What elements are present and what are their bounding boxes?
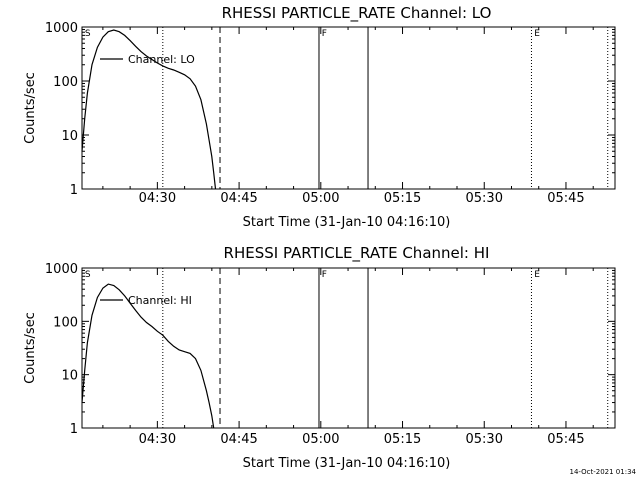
x-tick-label: 04:30 (139, 432, 176, 447)
x-tick-label: 04:30 (139, 191, 176, 206)
x-axis-label: Start Time (31-Jan-10 04:16:10) (243, 215, 451, 230)
x-tick-label: 05:15 (384, 191, 421, 206)
flag-label: F (322, 270, 327, 280)
chart-title: RHESSI PARTICLE_RATE Channel: HI (224, 244, 490, 263)
plot-frame (81, 26, 616, 190)
flag-label: S (85, 29, 91, 39)
plot-frame (81, 267, 616, 429)
y-axis-label: Counts/sec (23, 312, 38, 384)
y-tick-label: 1000 (45, 21, 78, 36)
y-tick-label: 10 (61, 369, 78, 384)
x-axis-label: Start Time (31-Jan-10 04:16:10) (243, 456, 451, 471)
chart-title: RHESSI PARTICLE_RATE Channel: LO (222, 4, 492, 23)
x-tick-label: 04:45 (220, 191, 257, 206)
legend-label: Channel: LO (128, 53, 195, 66)
x-tick-label: 05:30 (466, 191, 503, 206)
flag-label: E (534, 270, 540, 280)
chart-panel-1: RHESSI PARTICLE_RATE Channel: LO 1 10 100 10… (23, 4, 616, 230)
flag-label: S (85, 270, 91, 280)
x-tick-label: 04:45 (220, 432, 257, 447)
x-tick-label: 05:45 (547, 432, 584, 447)
legend-label: Channel: HI (128, 294, 192, 307)
flag-label: E (534, 29, 540, 39)
footer-timestamp: 14-Oct-2021 01:34 (570, 468, 637, 476)
x-tick-label: 05:00 (302, 191, 339, 206)
y-tick-label: 10 (61, 129, 78, 144)
y-tick-label: 1000 (45, 262, 78, 277)
chart-panel-2: RHESSI PARTICLE_RATE Channel: HI 1 10 100 10… (23, 244, 616, 471)
y-tick-label: 100 (53, 315, 78, 330)
x-tick-label: 05:30 (466, 432, 503, 447)
y-tick-label: 1 (70, 183, 78, 198)
flag-label: F (322, 29, 327, 39)
x-tick-label: 05:15 (384, 432, 421, 447)
y-axis-label: Counts/sec (23, 72, 38, 144)
x-tick-label: 05:45 (547, 191, 584, 206)
x-tick-label: 05:00 (302, 432, 339, 447)
series-line (81, 29, 217, 190)
series-line (81, 283, 215, 429)
y-tick-label: 1 (70, 422, 78, 437)
y-tick-label: 100 (53, 75, 78, 90)
